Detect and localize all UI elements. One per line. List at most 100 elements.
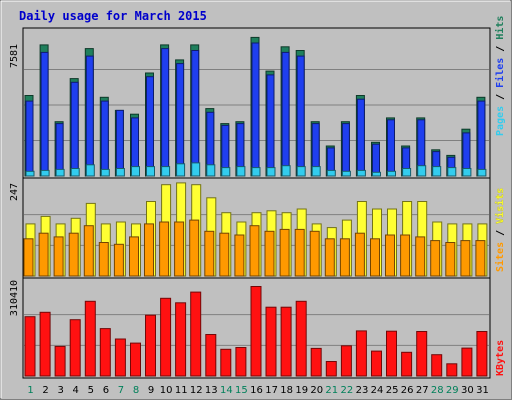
bar-files-day-31	[477, 100, 486, 177]
bar-kbytes-day-12	[190, 291, 202, 377]
panel-max-label: 247	[9, 183, 20, 201]
bar-sites-day-21	[324, 238, 335, 277]
day-label-3: 3	[58, 385, 64, 396]
bar-sites-day-25	[385, 234, 395, 277]
bar-files-day-12	[191, 50, 200, 177]
day-label-13: 13	[205, 385, 218, 396]
legend-pages: Pages	[495, 106, 506, 136]
bar-sites-day-13	[204, 230, 215, 277]
day-label-22: 22	[341, 385, 354, 396]
bar-pages-day-4	[70, 168, 80, 177]
bar-files-day-11	[176, 63, 185, 177]
bar-kbytes-day-18	[280, 306, 292, 377]
bar-pages-day-13	[206, 164, 216, 177]
bar-kbytes-day-26	[401, 351, 413, 377]
day-label-23: 23	[356, 385, 369, 396]
day-label-26: 26	[401, 385, 414, 396]
bar-kbytes-day-25	[386, 330, 397, 377]
bar-files-day-5	[85, 55, 94, 177]
legend-hits-files-pages: Pages / Files / Hits	[494, 16, 506, 136]
bar-kbytes-day-24	[371, 350, 382, 377]
bar-pages-day-28	[432, 166, 442, 177]
bar-kbytes-day-30	[461, 347, 473, 377]
bar-sites-day-6	[98, 242, 109, 277]
day-label-1: 1	[27, 385, 33, 396]
bar-sites-day-30	[460, 240, 471, 277]
day-label-17: 17	[265, 385, 278, 396]
day-label-20: 20	[310, 385, 323, 396]
bar-sites-day-26	[400, 234, 411, 277]
bar-pages-day-9	[146, 166, 155, 177]
bar-kbytes-day-27	[416, 331, 428, 377]
bar-pages-day-11	[176, 163, 186, 177]
bar-sites-day-19	[294, 228, 305, 277]
day-label-5: 5	[88, 385, 94, 396]
bar-kbytes-day-11	[175, 302, 187, 377]
bar-sites-day-18	[279, 228, 290, 277]
bar-pages-day-25	[387, 170, 396, 177]
bar-pages-day-15	[236, 166, 246, 177]
bar-files-day-24	[372, 143, 380, 177]
legend-sites: Sites	[494, 242, 506, 272]
day-label-10: 10	[160, 385, 173, 396]
bar-kbytes-day-7	[114, 338, 126, 377]
bar-sites-day-23	[354, 232, 365, 277]
day-label-2: 2	[42, 385, 48, 396]
bar-sites-day-20	[309, 230, 320, 277]
bar-sites-day-15	[234, 234, 245, 277]
day-label-27: 27	[416, 385, 429, 396]
bar-pages-day-21	[326, 169, 336, 177]
bar-kbytes-day-14	[220, 348, 232, 377]
legend-kbytes-label: KBytes	[495, 340, 506, 376]
bar-files-day-18	[281, 51, 290, 177]
bar-pages-day-17	[266, 167, 276, 177]
bar-kbytes-day-22	[340, 345, 352, 377]
day-label-21: 21	[325, 385, 338, 396]
day-label-6: 6	[103, 385, 109, 396]
day-label-14: 14	[220, 385, 233, 396]
bar-files-day-19	[296, 55, 305, 177]
bar-kbytes-day-6	[99, 328, 111, 377]
bar-files-day-3	[55, 123, 64, 177]
bar-sites-day-9	[144, 223, 154, 277]
bar-sites-day-22	[339, 238, 350, 277]
bar-sites-day-17	[264, 230, 275, 277]
legend-kbytes: KBytes	[495, 340, 506, 376]
bar-sites-day-10	[159, 221, 170, 277]
bar-files-day-4	[70, 81, 79, 177]
bar-files-day-10	[161, 48, 170, 177]
legend-visits-sites: Sites / Visits	[494, 188, 506, 272]
bar-sites-day-24	[370, 238, 380, 277]
bar-pages-day-24	[372, 171, 381, 177]
bar-kbytes-day-4	[69, 319, 81, 377]
bar-sites-day-29	[445, 242, 456, 277]
legend-files: Files	[494, 58, 506, 88]
day-label-31: 31	[476, 385, 489, 396]
bar-pages-day-20	[311, 166, 321, 177]
bar-kbytes-day-13	[205, 334, 217, 377]
bar-files-day-25	[387, 119, 395, 177]
bar-pages-day-8	[131, 166, 140, 177]
bar-kbytes-day-8	[130, 342, 141, 377]
bar-pages-day-16	[251, 167, 261, 177]
visits-sites-panel: 247	[9, 177, 491, 279]
bar-kbytes-day-15	[235, 347, 247, 377]
bar-pages-day-23	[356, 169, 366, 177]
day-label-29: 29	[446, 385, 459, 396]
bar-kbytes-day-2	[39, 311, 51, 377]
bar-sites-day-28	[430, 240, 441, 277]
day-label-12: 12	[190, 385, 203, 396]
bar-kbytes-day-19	[295, 300, 307, 377]
bar-sites-day-1	[23, 238, 34, 277]
bar-sites-day-11	[174, 221, 185, 277]
bar-kbytes-day-17	[265, 306, 277, 377]
bar-files-day-2	[40, 51, 49, 177]
bar-kbytes-day-23	[355, 330, 367, 377]
bar-sites-day-7	[113, 243, 124, 277]
bar-sites-day-8	[129, 236, 139, 277]
bar-sites-day-31	[475, 240, 486, 277]
bar-pages-day-14	[221, 167, 231, 177]
bar-sites-day-3	[53, 236, 64, 277]
day-label-4: 4	[73, 385, 79, 396]
